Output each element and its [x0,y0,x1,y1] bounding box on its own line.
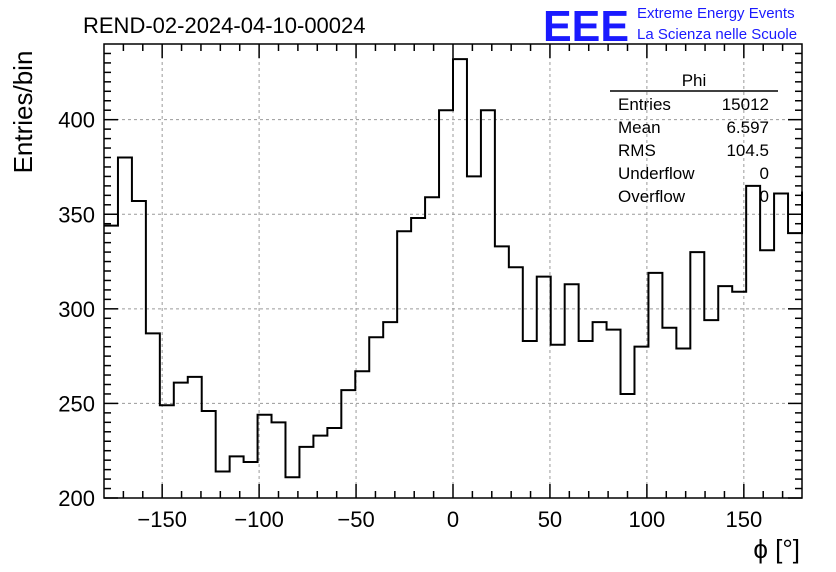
stats-value-underflow: 0 [760,164,769,183]
y-tick-label: 400 [58,108,95,133]
histogram-bin [355,371,369,498]
tick-labels: −150 −100 −50 0 50 100 150 200 250 300 350 400 [58,108,762,532]
histogram-bin [411,218,425,498]
histogram-bin [537,277,551,498]
histogram-bin [104,226,118,498]
histogram-bin [509,267,523,498]
histogram-bin [313,436,327,498]
histogram-bin [439,110,453,498]
histogram-bin [760,250,774,498]
histogram-bins [104,59,802,498]
histogram-bin [174,383,188,498]
y-axis-label: Entries/bin [8,51,38,174]
x-tick-label: 150 [725,507,762,532]
histogram-bin [648,273,662,498]
stats-label-mean: Mean [618,118,661,137]
histogram-bin [774,193,788,498]
histogram-bin [523,341,537,498]
histogram-bin [425,197,439,498]
histogram-outline [104,58,803,479]
histogram-bin [272,422,286,498]
stats-title: Phi [682,71,707,90]
histogram-bin [495,246,509,498]
histogram-bin [230,456,244,498]
stats-value-rms: 104.5 [726,141,769,160]
stats-label-overflow: Overflow [618,187,686,206]
histogram-bin [565,284,579,498]
logo-mark: EEE [543,2,629,51]
histogram-bin [341,390,355,498]
histogram-bin [690,252,704,498]
eee-logo: EEE Extreme Energy Events La Scienza nel… [543,2,797,51]
histogram-bin [676,349,690,498]
histogram-bin [453,59,467,498]
y-tick-label: 350 [58,202,95,227]
histogram-bin [146,333,160,498]
histogram-bin [718,286,732,498]
x-tick-label: 0 [447,507,459,532]
histogram-bin [732,292,746,498]
histogram-bin [704,320,718,498]
stats-value-entries: 15012 [722,95,769,114]
histogram-bin [607,330,621,498]
axis-ticks [104,44,802,499]
histogram-bin [188,377,202,498]
histogram-bin [202,411,216,498]
histogram-bin [118,158,132,499]
histogram-bin [634,347,648,498]
logo-line1: Extreme Energy Events [637,5,795,22]
histogram-bin [216,472,230,498]
x-tick-label: −150 [137,507,187,532]
histogram-bin [383,322,397,498]
stats-box: Phi Entries 15012 Mean 6.597 RMS 104.5 U… [610,71,778,206]
stats-label-entries: Entries [618,95,671,114]
histogram-bin [662,328,676,498]
histogram-bin [593,322,607,498]
stats-label-rms: RMS [618,141,656,160]
histogram-bin [299,447,313,498]
histogram-bin [579,341,593,498]
x-tick-label: −100 [234,507,284,532]
x-axis-label: ϕ [°] [753,534,800,564]
histogram-bin [327,428,341,498]
y-tick-label: 300 [58,297,95,322]
histogram-bin [551,345,565,498]
histogram-bin [467,176,481,498]
x-tick-label: −50 [337,507,374,532]
stats-value-mean: 6.597 [726,118,769,137]
stats-label-underflow: Underflow [618,164,695,183]
histogram-bin [397,231,411,498]
histogram-bin [244,462,258,498]
histogram-bin [481,110,495,498]
histogram-bin [746,186,760,498]
y-tick-label: 250 [58,391,95,416]
x-tick-label: 50 [538,507,562,532]
histogram-bin [369,337,383,498]
x-tick-label: 100 [629,507,666,532]
y-tick-label: 200 [58,486,95,511]
histogram-bin [621,394,635,498]
chart-title: REND-02-2024-04-10-00024 [83,13,366,38]
grid [104,44,802,498]
histogram-bin [132,201,146,498]
logo-line2: La Scienza nelle Scuole [637,26,797,43]
stats-value-overflow: 0 [760,187,769,206]
